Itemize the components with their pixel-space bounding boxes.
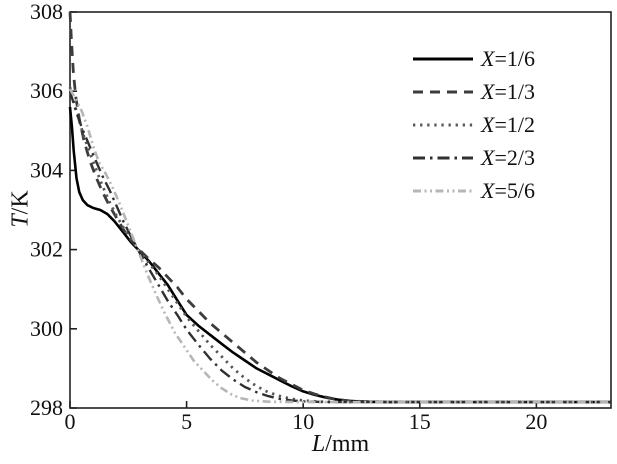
- legend-item: X=1/3: [412, 75, 535, 108]
- y-axis-title: T/K: [8, 190, 35, 227]
- legend-item: X=2/3: [412, 141, 535, 174]
- legend-line-sample: [413, 189, 473, 192]
- series-line-x-1-2: [68, 86, 611, 404]
- x-axis-variable: L: [311, 431, 326, 457]
- legend-line-sample: [413, 156, 473, 159]
- legend-item: X=5/6: [412, 174, 535, 207]
- y-tick-label: 298: [30, 395, 63, 420]
- y-axis-unit: /K: [7, 190, 34, 215]
- legend-line-sample: [413, 123, 473, 126]
- legend: X=1/6 X=1/3 X=1/2 X=2/3 X=5/6: [412, 42, 535, 207]
- x-axis-title: L/mm: [70, 431, 611, 458]
- legend-item: X=1/2: [412, 108, 535, 141]
- x-axis-unit: /mm: [325, 431, 370, 457]
- y-tick-label: 306: [30, 78, 63, 103]
- series-line-x-2-3: [68, 90, 611, 404]
- x-tick-label: 20: [525, 409, 547, 434]
- legend-label: X=5/6: [481, 177, 535, 203]
- legend-label: X=1/6: [481, 45, 535, 71]
- series-line-x-1-3: [68, 11, 611, 404]
- y-tick-label: 302: [30, 237, 63, 262]
- legend-line-sample: [413, 57, 473, 60]
- legend-line-sample: [413, 90, 473, 93]
- y-tick-label: 304: [30, 157, 63, 182]
- x-tick-label: 0: [65, 409, 76, 434]
- x-tick-label: 10: [292, 409, 314, 434]
- legend-item: X=1/6: [412, 42, 535, 75]
- plot-frame: [69, 11, 612, 409]
- series-line-x-1-6: [68, 106, 611, 404]
- y-tick-label: 300: [30, 316, 63, 341]
- series-line-x-5-6: [68, 88, 611, 404]
- x-tick-label: 5: [181, 409, 192, 434]
- x-tick-label: 15: [409, 409, 431, 434]
- y-tick-label: 308: [30, 0, 63, 24]
- y-axis-variable: T: [7, 214, 34, 228]
- legend-label: X=1/2: [481, 111, 535, 137]
- legend-label: X=2/3: [481, 144, 535, 170]
- legend-label: X=1/3: [481, 78, 535, 104]
